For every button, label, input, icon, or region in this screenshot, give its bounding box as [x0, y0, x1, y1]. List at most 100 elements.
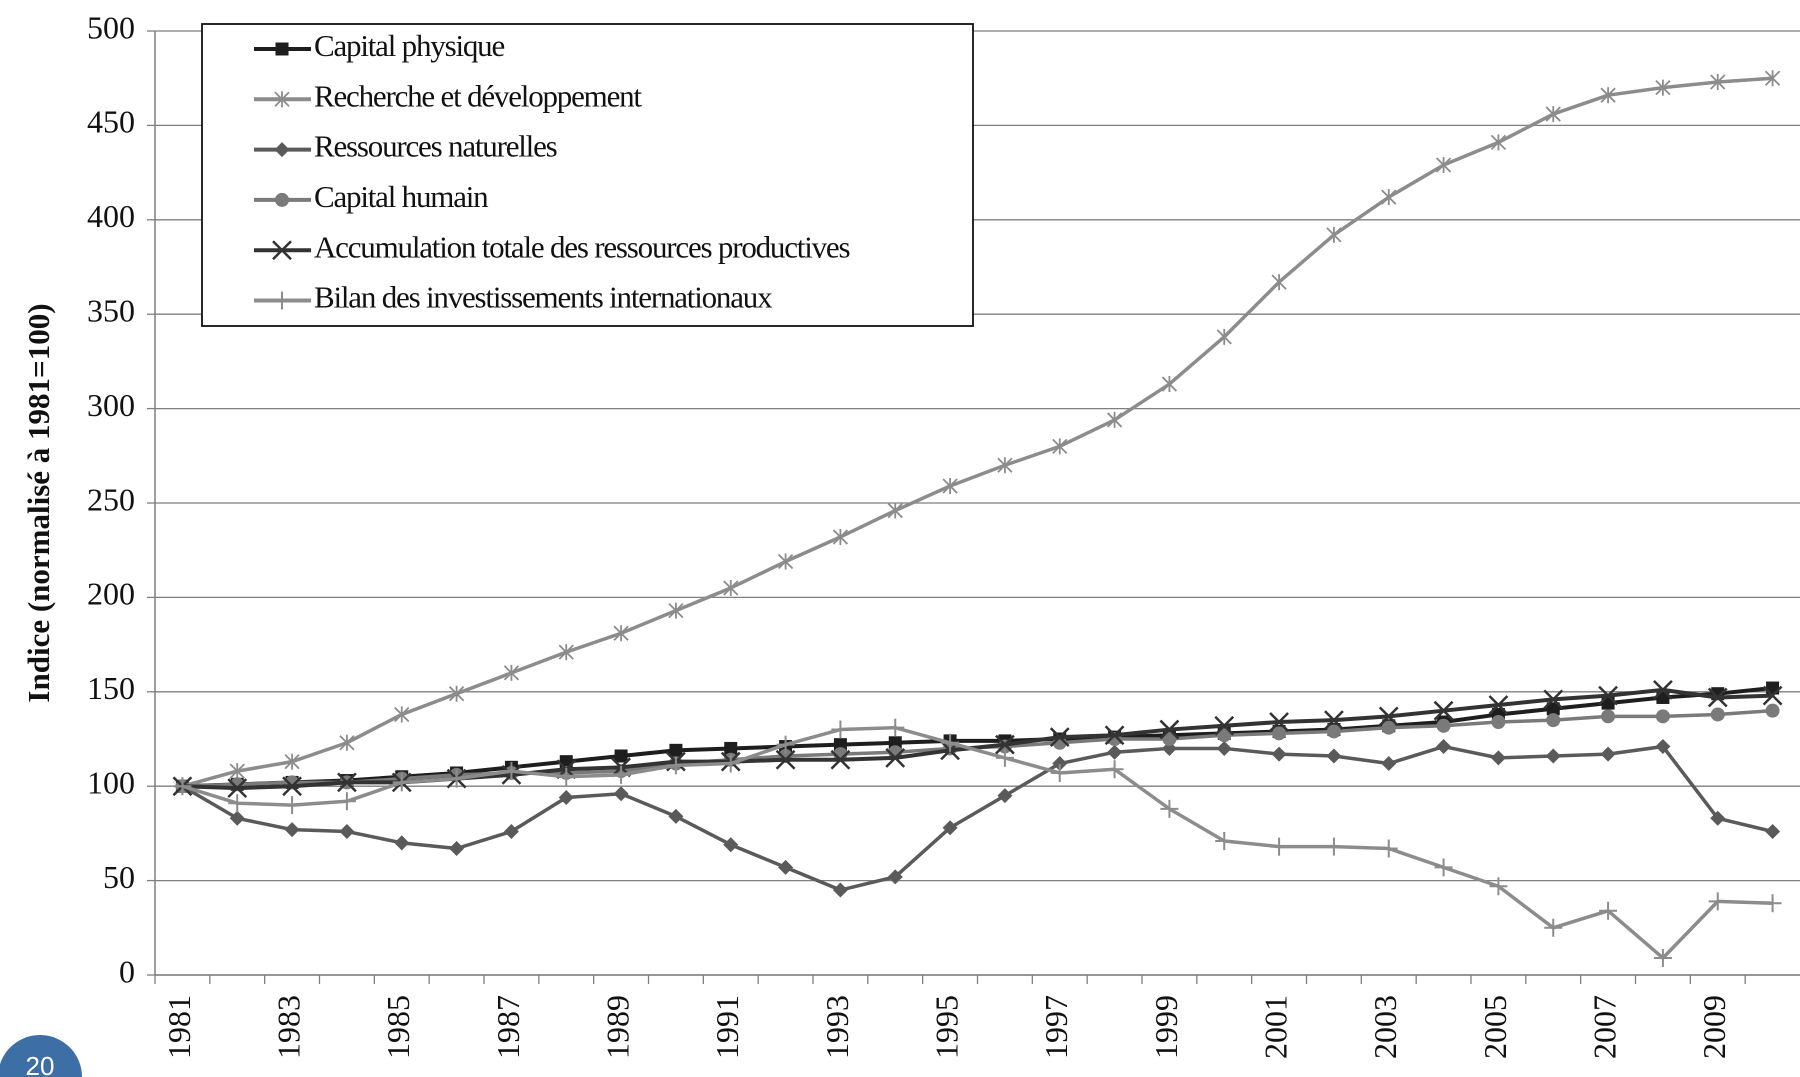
legend-label: Capital humain [314, 179, 489, 214]
point-marker [1488, 695, 1509, 715]
y-tick-label: 400 [87, 198, 135, 234]
point-marker [1763, 894, 1782, 913]
point-marker [1381, 720, 1396, 735]
legend-label: Capital physique [314, 28, 504, 63]
point-marker [448, 685, 465, 702]
point-marker [558, 644, 574, 661]
point-marker [777, 553, 794, 570]
point-marker [1269, 712, 1289, 732]
point-marker [721, 754, 740, 773]
point-marker [1707, 687, 1728, 708]
point-marker [1214, 715, 1235, 736]
y-tick-label: 200 [87, 576, 135, 612]
point-marker [1653, 680, 1673, 700]
point-marker [1655, 739, 1671, 755]
y-tick-label: 0 [119, 953, 135, 989]
point-marker [1160, 799, 1179, 818]
x-tick-label: 2005 [1477, 995, 1513, 1059]
point-marker [997, 457, 1013, 474]
legend-label: Recherche et développement [314, 78, 642, 113]
legend-marker [274, 91, 290, 108]
point-marker [1379, 839, 1398, 858]
point-marker [668, 808, 684, 824]
x-tick-label: 1995 [928, 995, 964, 1059]
point-marker [229, 763, 245, 780]
point-marker [723, 579, 739, 596]
point-marker [337, 792, 356, 811]
point-marker [1106, 411, 1123, 428]
point-marker [1655, 709, 1670, 724]
point-marker [1324, 710, 1344, 731]
point-marker [1765, 703, 1780, 718]
point-marker [1161, 376, 1178, 393]
point-marker [612, 765, 631, 784]
x-tick-label: 1981 [161, 995, 197, 1059]
series-line [181, 725, 1773, 960]
x-tick-label: 1991 [709, 995, 745, 1059]
point-marker [447, 769, 466, 788]
point-marker [1436, 739, 1452, 755]
y-tick-label: 350 [87, 293, 135, 329]
point-marker [1545, 106, 1561, 123]
point-marker [229, 810, 245, 826]
x-tick-label: 2009 [1696, 995, 1732, 1059]
point-marker [1599, 901, 1618, 920]
point-marker [832, 882, 848, 898]
x-tick-label: 1987 [490, 995, 526, 1059]
point-marker [394, 706, 410, 723]
point-marker [1104, 725, 1125, 746]
point-marker [1326, 748, 1342, 764]
point-marker [778, 859, 794, 875]
point-marker [337, 772, 357, 793]
point-marker [1381, 756, 1397, 772]
point-marker [339, 734, 355, 751]
point-marker [1107, 744, 1123, 760]
point-marker [1434, 858, 1453, 877]
page-badge [0, 1035, 82, 1077]
y-axis-label: Indice (normalisé à 1981=100) [21, 303, 56, 702]
point-marker [1052, 438, 1068, 455]
point-marker [392, 773, 411, 792]
point-marker [887, 869, 903, 885]
point-marker [394, 835, 410, 851]
point-marker [558, 790, 574, 806]
y-tick-label: 250 [87, 481, 135, 517]
series-line [181, 76, 1773, 788]
x-tick-label: 1983 [270, 995, 306, 1059]
point-marker [776, 735, 795, 754]
y-tick-label: 50 [103, 859, 135, 895]
point-marker [1544, 918, 1563, 937]
y-tick-label: 450 [87, 104, 135, 140]
x-tick-label: 1985 [380, 995, 416, 1059]
point-marker [942, 820, 958, 836]
point-marker [831, 720, 850, 739]
y-tick-label: 150 [87, 670, 135, 706]
point-marker [775, 749, 796, 770]
x-tick-label: 1993 [819, 995, 855, 1059]
point-marker [502, 762, 521, 781]
point-marker [1049, 727, 1070, 747]
point-marker [666, 756, 685, 775]
legend-box [201, 23, 974, 327]
point-marker [284, 753, 300, 770]
y-tick-label: 100 [87, 765, 135, 801]
point-marker [613, 625, 629, 642]
point-marker [1543, 689, 1564, 710]
point-marker [228, 794, 247, 813]
point-marker [1271, 746, 1287, 762]
page-number: 20 [26, 1051, 55, 1077]
point-marker [941, 733, 960, 752]
point-marker [1598, 685, 1618, 706]
point-marker [1381, 189, 1397, 206]
point-marker [1653, 949, 1672, 968]
point-marker [1050, 763, 1069, 782]
legend-marker [272, 240, 292, 261]
point-marker [1708, 892, 1727, 911]
point-marker [227, 778, 248, 798]
point-marker [997, 788, 1013, 804]
point-marker [942, 478, 958, 495]
point-marker [614, 749, 628, 763]
point-marker [1217, 728, 1232, 743]
